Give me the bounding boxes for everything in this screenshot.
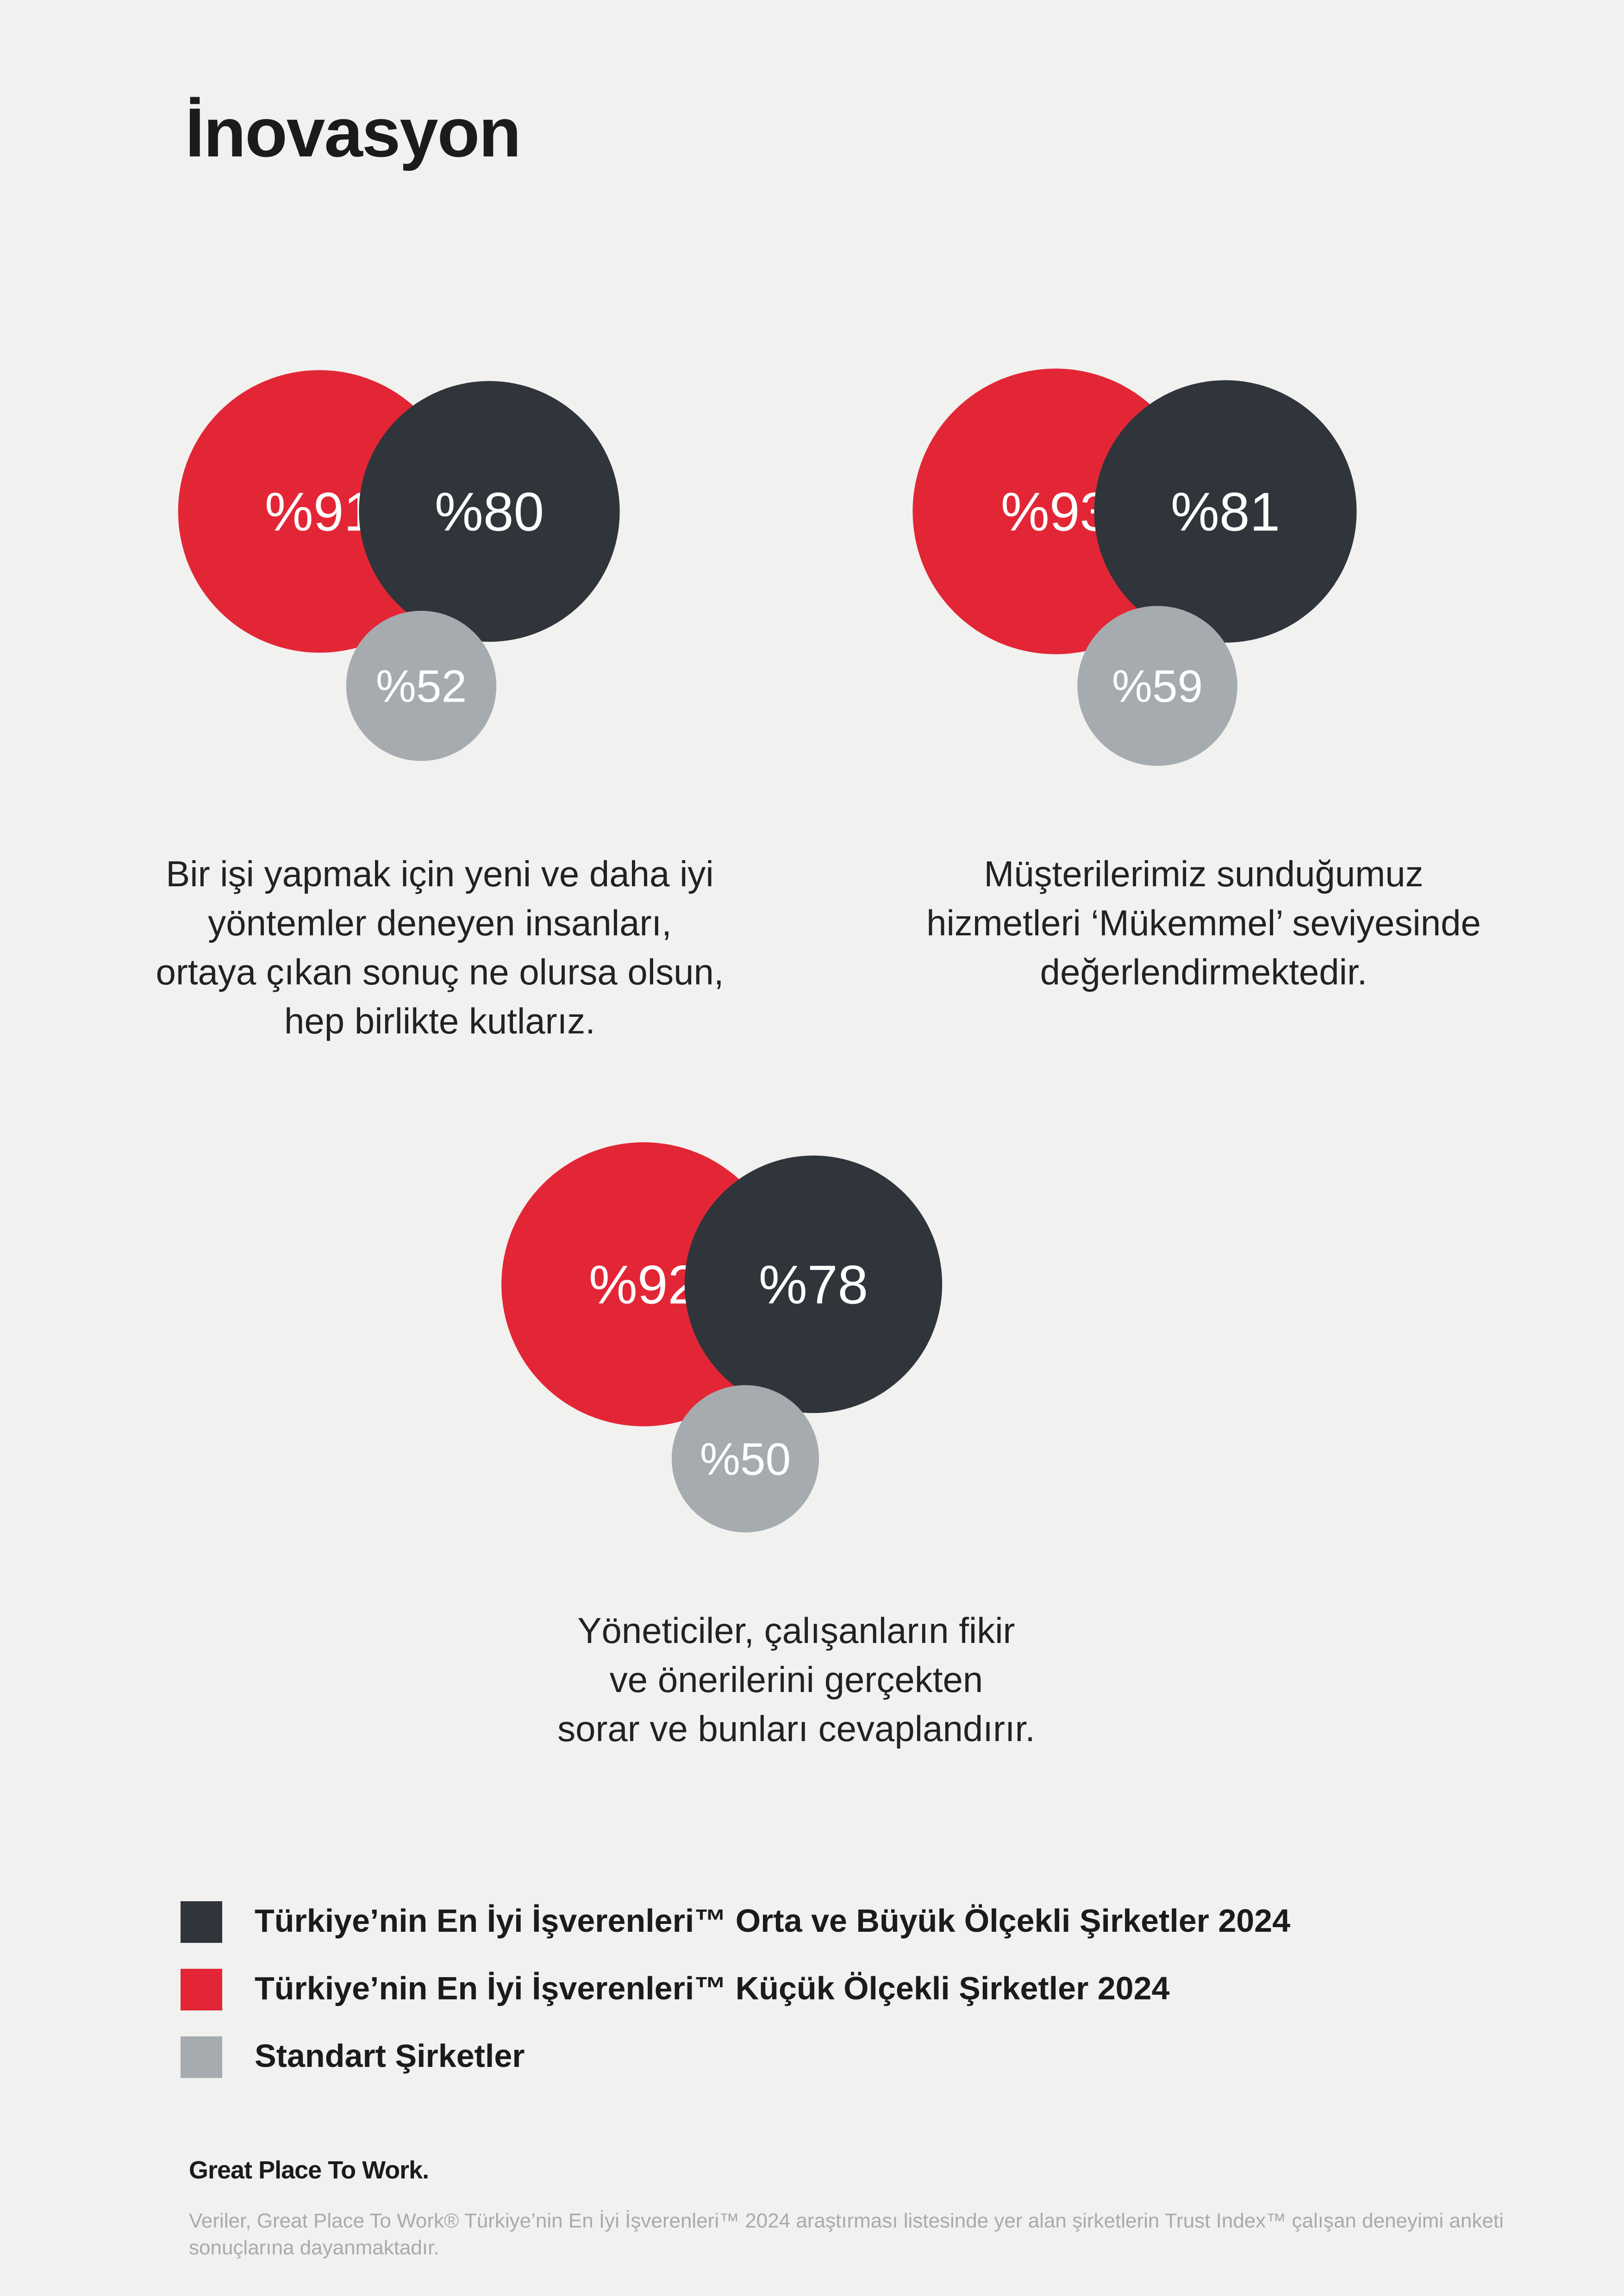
bubble-svg-2: %93 %81 %59: [912, 368, 1357, 766]
bubble-midlarge: [1094, 380, 1357, 643]
bubble-svg-3: %92 %78 %50: [501, 1142, 943, 1533]
bubble-label-standard: %52: [376, 660, 467, 711]
chart-2-caption: Müşterilerimiz sunduğumuz hizmetleri ‘Mü…: [926, 853, 1481, 992]
bubble-label-small: %92: [589, 1254, 698, 1315]
legend-label-midlarge: Türkiye’nin En İyi İşverenleri™ Orta ve …: [255, 1903, 1291, 1939]
bubble-chart-1: %91 %80 %52: [176, 338, 620, 801]
bubble-chart-2: %93 %81 %59: [912, 338, 1357, 801]
bubble-label-small: %91: [265, 481, 374, 542]
bubble-svg-1: %91 %80 %52: [178, 370, 620, 761]
chart-1-caption: Bir işi yapmak için yeni ve daha iyi yön…: [156, 853, 724, 1041]
bubble-midlarge: [684, 1155, 943, 1413]
bubble-standard: [346, 610, 497, 761]
bubble-label-standard: %59: [1112, 660, 1203, 711]
bubble-midlarge: [359, 381, 620, 642]
bubble-label-midlarge: %81: [1171, 481, 1280, 542]
legend-swatch-small: [181, 1969, 222, 2010]
brand-logo: Great Place To Work.: [189, 2156, 429, 2184]
bubble-standard: [671, 1385, 819, 1533]
legend-label-small: Türkiye’nin En İyi İşverenleri™ Küçük Öl…: [255, 1970, 1170, 2006]
bubble-label-midlarge: %78: [759, 1254, 868, 1315]
legend-swatch-midlarge: [181, 1901, 222, 1943]
bubble-standard: [1077, 606, 1237, 766]
bubble-label-standard: %50: [700, 1433, 791, 1484]
footnote: Veriler, Great Place To Work® Türkiye’ni…: [189, 2209, 1504, 2259]
legend-swatch-standard: [181, 2036, 222, 2078]
bubble-chart-3: %92 %78 %50: [500, 1111, 943, 1574]
bubble-label-midlarge: %80: [435, 481, 544, 542]
legend-label-standard: Standart Şirketler: [255, 2038, 525, 2074]
page-title: İnovasyon: [185, 93, 521, 171]
bubble-label-small: %93: [1001, 481, 1110, 542]
chart-3-caption: Yöneticiler, çalışanların fikir ve öneri…: [557, 1610, 1035, 1749]
